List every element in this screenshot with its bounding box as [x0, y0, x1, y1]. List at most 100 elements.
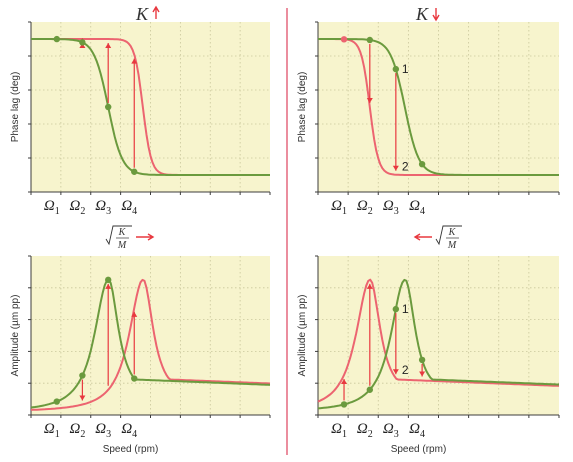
- curve-marker: [418, 356, 426, 364]
- omega-subscript: 3: [394, 429, 399, 440]
- omega-symbol: Ω: [44, 198, 55, 214]
- omega-subscript: 4: [132, 429, 137, 440]
- shift-arrow-head: [105, 283, 112, 289]
- omega-symbol: Ω: [121, 421, 132, 437]
- y-axis-label: Amplitude (µm pp): [10, 295, 21, 377]
- series-line-green: [31, 38, 270, 176]
- sqrt-denominator: M: [447, 240, 457, 251]
- omega-subscript: 1: [342, 206, 347, 217]
- chart-panel-top-left: Phase lag (deg)Ω1 Ω2 Ω3 Ω4: [10, 21, 271, 217]
- curve-marker: [53, 398, 61, 405]
- curve-marker: [104, 276, 112, 284]
- curve-marker: [131, 375, 138, 382]
- curve-marker: [79, 39, 86, 46]
- omega-subscript: 1: [55, 206, 60, 217]
- omega-symbol: Ω: [69, 198, 80, 214]
- curve-marker: [53, 35, 61, 43]
- sqrt-numerator: K: [448, 227, 457, 238]
- sqrt-icon: [435, 225, 462, 246]
- curve-marker: [104, 103, 112, 111]
- series-line-green: [30, 278, 271, 409]
- omega-symbol: Ω: [95, 421, 106, 437]
- series-line-red: [317, 278, 560, 403]
- omega-tick-label: Ω1: [44, 421, 60, 440]
- marker-label: 2: [402, 160, 409, 174]
- omega-subscript: 1: [342, 429, 347, 440]
- omega-tick-label: Ω1: [331, 198, 347, 217]
- plot-area: [31, 256, 270, 415]
- sqrt-denominator: M: [117, 240, 127, 251]
- shift-arrow-head: [392, 369, 399, 375]
- omega-symbol: Ω: [69, 421, 80, 437]
- y-axis-label: Phase lag (deg): [297, 72, 308, 143]
- y-axis-label: Amplitude (µm pp): [297, 295, 308, 377]
- omega-tick-label: Ω1: [44, 198, 60, 217]
- omega-tick-label: Ω4: [409, 421, 425, 440]
- omega-tick-label: Ω3: [383, 198, 399, 217]
- omega-tick-label: Ω4: [121, 421, 137, 440]
- sqrt-k-over-m-label: KM: [413, 225, 462, 251]
- omega-symbol: Ω: [357, 198, 368, 214]
- curve-marker: [392, 305, 400, 313]
- omega-subscript: 1: [55, 429, 60, 440]
- marker-label: 1: [402, 62, 409, 76]
- curve-marker: [131, 168, 138, 175]
- omega-subscript: 3: [106, 206, 111, 217]
- series-line-red: [30, 278, 271, 411]
- arrow-right-icon: [136, 233, 155, 241]
- arrow-up-icon: [152, 5, 160, 19]
- omega-tick-label: Ω3: [95, 198, 111, 217]
- omega-symbol: Ω: [409, 198, 420, 214]
- omega-tick-label: Ω2: [357, 421, 373, 440]
- shift-arrow-head: [79, 395, 86, 401]
- marker-label: 2: [402, 363, 409, 377]
- sqrt-icon: [105, 225, 132, 246]
- omega-subscript: 4: [132, 206, 137, 217]
- omega-tick-label: Ω4: [121, 198, 137, 217]
- marker-label: 1: [402, 302, 409, 316]
- omega-symbol: Ω: [383, 198, 394, 214]
- omega-symbol: Ω: [121, 198, 132, 214]
- plot-area: [318, 256, 559, 415]
- shift-arrow-head: [392, 165, 399, 171]
- x-axis-label: Speed (rpm): [103, 444, 159, 455]
- omega-subscript: 2: [80, 206, 85, 217]
- shift-arrow-head: [131, 58, 138, 64]
- curve-marker: [340, 401, 348, 408]
- shift-arrow-head: [131, 311, 138, 317]
- sqrt-k-over-m-label: KM: [105, 225, 155, 251]
- curve-marker: [418, 160, 426, 168]
- arrow-left-icon: [413, 233, 432, 241]
- omega-subscript: 4: [420, 206, 425, 217]
- omega-tick-label: Ω2: [357, 198, 373, 217]
- omega-tick-label: Ω2: [69, 198, 85, 217]
- omega-tick-label: Ω1: [331, 421, 347, 440]
- curve-marker: [366, 386, 374, 393]
- curve-marker: [366, 36, 374, 44]
- stiffness-symbol: K: [415, 4, 429, 24]
- omega-symbol: Ω: [331, 198, 342, 214]
- omega-tick-label: Ω4: [409, 198, 425, 217]
- omega-subscript: 3: [394, 206, 399, 217]
- omega-symbol: Ω: [409, 421, 420, 437]
- arrow-down-icon: [432, 8, 440, 22]
- curve-marker: [392, 65, 400, 73]
- omega-symbol: Ω: [95, 198, 106, 214]
- omega-subscript: 3: [106, 429, 111, 440]
- omega-tick-label: Ω2: [69, 421, 85, 440]
- y-axis-label: Phase lag (deg): [10, 72, 21, 143]
- stiffness-symbol: K: [135, 4, 149, 24]
- x-axis-label: Speed (rpm): [391, 444, 447, 455]
- shift-arrow-head: [105, 43, 112, 49]
- omega-tick-label: Ω3: [383, 421, 399, 440]
- curve-marker: [79, 372, 86, 379]
- series-line-green: [317, 278, 559, 410]
- shift-arrow-head: [419, 371, 426, 377]
- curve-marker: [340, 36, 348, 43]
- omega-subscript: 2: [80, 429, 85, 440]
- shift-arrow-head: [366, 283, 373, 289]
